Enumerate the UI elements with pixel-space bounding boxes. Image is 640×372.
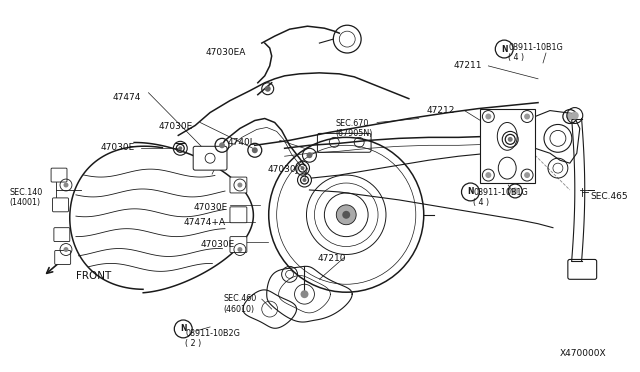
Text: 47030E: 47030E	[100, 143, 135, 152]
FancyBboxPatch shape	[230, 207, 247, 223]
Circle shape	[512, 187, 518, 195]
Text: X470000X: X470000X	[560, 349, 607, 358]
Circle shape	[303, 178, 307, 182]
FancyBboxPatch shape	[51, 168, 67, 182]
Circle shape	[179, 146, 182, 150]
Circle shape	[63, 183, 68, 187]
Circle shape	[508, 137, 513, 142]
Circle shape	[301, 166, 305, 170]
Text: SEC.460
(46010): SEC.460 (46010)	[223, 294, 256, 314]
Circle shape	[524, 113, 530, 119]
FancyBboxPatch shape	[55, 250, 70, 264]
Circle shape	[301, 290, 308, 298]
Circle shape	[265, 86, 271, 92]
FancyBboxPatch shape	[54, 228, 70, 241]
Text: N: N	[467, 187, 474, 196]
Text: 47030E: 47030E	[200, 240, 234, 248]
Text: 08911-10B1G
( 4 ): 08911-10B1G ( 4 )	[508, 43, 563, 62]
Text: 08911-10B2G
( 2 ): 08911-10B2G ( 2 )	[185, 329, 240, 348]
Circle shape	[571, 112, 579, 119]
Text: N: N	[501, 45, 508, 54]
Text: 47474: 47474	[113, 93, 141, 102]
Circle shape	[336, 205, 356, 225]
Text: N: N	[180, 324, 186, 333]
Circle shape	[485, 172, 492, 178]
Text: 4740L: 4740L	[228, 138, 256, 147]
Text: SEC.140
(14001): SEC.140 (14001)	[10, 188, 43, 207]
Circle shape	[342, 211, 350, 219]
Circle shape	[63, 247, 68, 252]
FancyBboxPatch shape	[317, 134, 371, 152]
Text: 47030E: 47030E	[193, 203, 227, 212]
Circle shape	[524, 172, 530, 178]
Text: 08911-10B1G
( 4 ): 08911-10B1G ( 4 )	[474, 188, 528, 207]
FancyBboxPatch shape	[481, 109, 535, 183]
Circle shape	[237, 183, 243, 187]
Text: 47030E: 47030E	[159, 122, 193, 131]
FancyBboxPatch shape	[193, 146, 227, 170]
Text: SEC.670
(67905N): SEC.670 (67905N)	[335, 119, 372, 138]
Text: 47030EA: 47030EA	[205, 48, 246, 57]
FancyBboxPatch shape	[568, 259, 596, 279]
Text: 47212: 47212	[427, 106, 455, 115]
FancyBboxPatch shape	[52, 198, 68, 212]
Text: 47474+A: 47474+A	[183, 218, 225, 227]
Circle shape	[219, 142, 225, 148]
Circle shape	[252, 147, 258, 153]
Circle shape	[485, 113, 492, 119]
Text: 47210: 47210	[317, 254, 346, 263]
Text: 47211: 47211	[454, 61, 482, 70]
FancyBboxPatch shape	[230, 177, 247, 193]
Text: FRONT: FRONT	[76, 271, 111, 281]
Circle shape	[307, 152, 312, 158]
Circle shape	[566, 113, 573, 120]
Text: 47030J: 47030J	[268, 165, 299, 174]
FancyBboxPatch shape	[230, 237, 247, 253]
Text: SEC.465: SEC.465	[591, 192, 628, 201]
Circle shape	[237, 247, 243, 252]
